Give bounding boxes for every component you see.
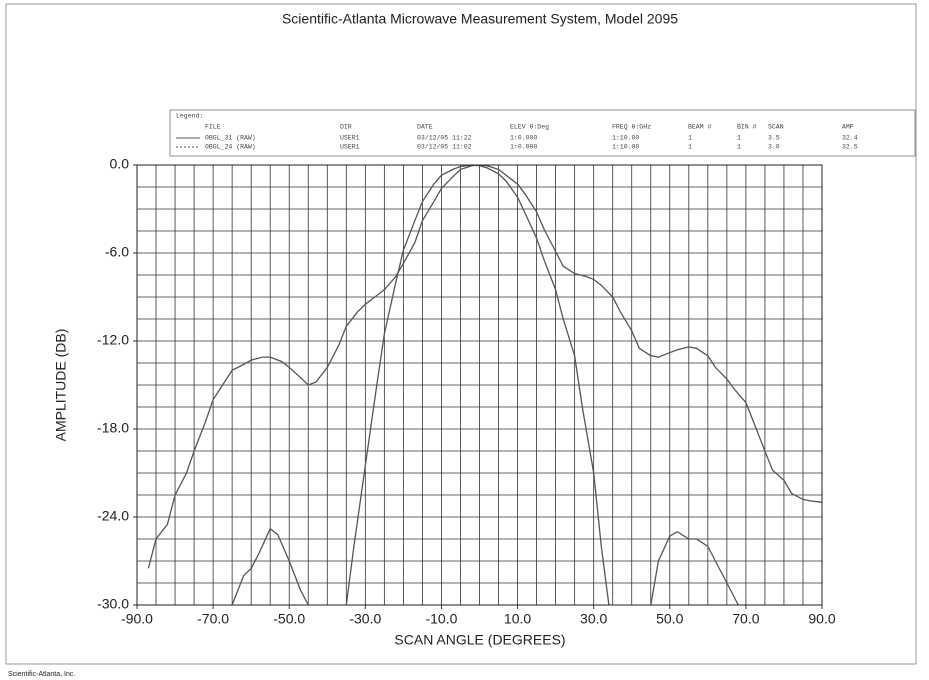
legend-info: 1:0.000: [510, 144, 537, 151]
legend-column: FREQ θ:GHz: [612, 124, 651, 131]
x-tick-label: 10.0: [504, 611, 531, 627]
legend-box: [169, 109, 916, 157]
y-tick-label: -12.0: [97, 332, 129, 348]
footer: Scientific-Atlanta, Inc.: [8, 671, 75, 678]
legend-info: USER1: [340, 144, 360, 151]
legend-column: AMP: [842, 124, 854, 131]
page-frame: [5, 3, 917, 665]
legend-column: FILE: [205, 124, 221, 131]
legend-info: USER1: [340, 135, 360, 142]
legend-column: DIR: [340, 124, 352, 131]
y-axis-label: AMPLITUDE (DB): [53, 329, 69, 442]
x-tick-label: 50.0: [656, 611, 683, 627]
legend-info: 03/12/05 11:02: [417, 144, 472, 151]
x-axis-label: SCAN ANGLE (DEGREES): [394, 632, 565, 648]
legend-entry: 0BGL_31 (RAW): [205, 135, 256, 142]
x-tick-label: -70.0: [197, 611, 229, 627]
legend-column: BIN #: [737, 124, 757, 131]
legend-info: 03/12/05 11:22: [417, 135, 472, 142]
plot-frame: [136, 164, 823, 606]
x-tick-label: -50.0: [273, 611, 305, 627]
y-tick-label: -30.0: [97, 596, 129, 612]
legend-column: ELEV θ:Deg: [510, 124, 549, 131]
legend-column: SCAN: [768, 124, 784, 131]
y-tick-label: -18.0: [97, 420, 129, 436]
legend-title: Legend:: [176, 113, 203, 120]
legend-info: 1: [688, 144, 692, 151]
legend-entry: 0BGL_24 (RAW): [205, 144, 256, 151]
legend-info: 1:10.00: [612, 135, 639, 142]
x-tick-label: 70.0: [732, 611, 759, 627]
x-tick-label: -10.0: [425, 611, 457, 627]
legend-info: 3.5: [768, 135, 780, 142]
y-tick-label: -6.0: [105, 244, 129, 260]
legend-column: BEAM #: [688, 124, 712, 131]
legend-info: 3.0: [768, 144, 780, 151]
chart-title: Scientific-Atlanta Microwave Measurement…: [282, 11, 678, 27]
x-tick-label: -90.0: [121, 611, 153, 627]
legend-info: 1: [737, 135, 741, 142]
legend-column: DATE: [417, 124, 433, 131]
legend-info: 1:0.000: [510, 135, 537, 142]
x-tick-label: 30.0: [580, 611, 607, 627]
legend-info: 32.4: [842, 135, 858, 142]
y-tick-label: -24.0: [97, 508, 129, 524]
legend-info: 32.5: [842, 144, 858, 151]
legend-info: 1: [737, 144, 741, 151]
x-tick-label: 90.0: [808, 611, 835, 627]
legend-info: 1: [688, 135, 692, 142]
legend-info: 1:10.00: [612, 144, 639, 151]
y-tick-label: 0.0: [110, 156, 130, 172]
series-line: [231, 164, 739, 606]
x-tick-label: -30.0: [349, 611, 381, 627]
